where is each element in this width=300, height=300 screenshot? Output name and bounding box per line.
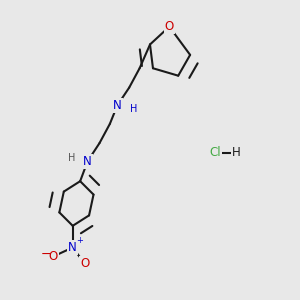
Text: +: + (76, 236, 83, 245)
Text: H: H (232, 146, 241, 160)
Text: O: O (80, 257, 89, 270)
Text: H: H (130, 104, 137, 114)
Text: N: N (113, 99, 122, 112)
Text: Cl: Cl (210, 146, 221, 160)
Text: −: − (41, 248, 51, 260)
Text: N: N (83, 155, 92, 168)
Text: H: H (68, 153, 75, 163)
Text: N: N (68, 241, 77, 254)
Text: O: O (49, 250, 58, 263)
Text: O: O (165, 20, 174, 33)
